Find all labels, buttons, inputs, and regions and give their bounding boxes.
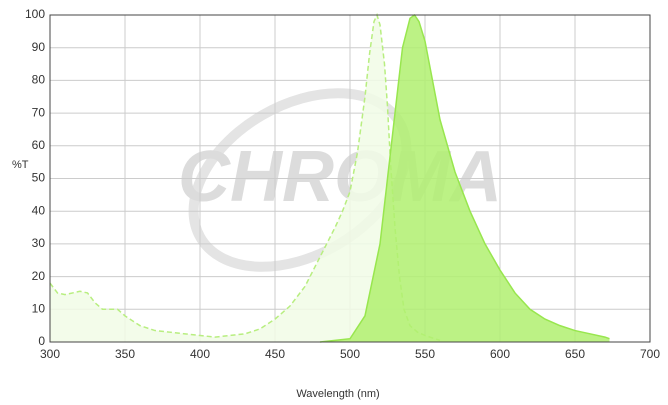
y-tick-label: 60 bbox=[32, 138, 46, 152]
y-tick-label: 80 bbox=[32, 73, 46, 87]
x-tick-label: 650 bbox=[565, 347, 585, 361]
y-tick-label: 50 bbox=[32, 171, 46, 185]
line bbox=[319, 13, 610, 343]
x-tick-label: 500 bbox=[340, 347, 360, 361]
y-tick-label: 30 bbox=[32, 236, 46, 250]
x-tick-label: 700 bbox=[640, 347, 660, 361]
y-tick-label: 100 bbox=[25, 7, 45, 21]
y-tick-label: 20 bbox=[32, 269, 46, 283]
line bbox=[49, 12, 441, 342]
y-tick-label: 40 bbox=[32, 203, 46, 217]
y-tick-label: 90 bbox=[32, 40, 46, 54]
x-tick-label: 350 bbox=[115, 347, 135, 361]
x-tick-label: 600 bbox=[490, 347, 510, 361]
y-axis-title: %T bbox=[12, 159, 29, 171]
x-axis-title: Wavelength (nm) bbox=[296, 388, 379, 400]
area bbox=[320, 15, 610, 342]
y-tick-label: 10 bbox=[32, 301, 46, 315]
y-tick-label: 0 bbox=[38, 334, 45, 348]
area bbox=[50, 15, 440, 342]
x-tick-label: 400 bbox=[190, 347, 210, 361]
x-tick-label: 300 bbox=[40, 347, 60, 361]
x-tick-label: 550 bbox=[415, 347, 435, 361]
plot-border bbox=[49, 14, 651, 343]
y-tick-label: 70 bbox=[32, 105, 46, 119]
x-tick-label: 450 bbox=[265, 347, 285, 361]
